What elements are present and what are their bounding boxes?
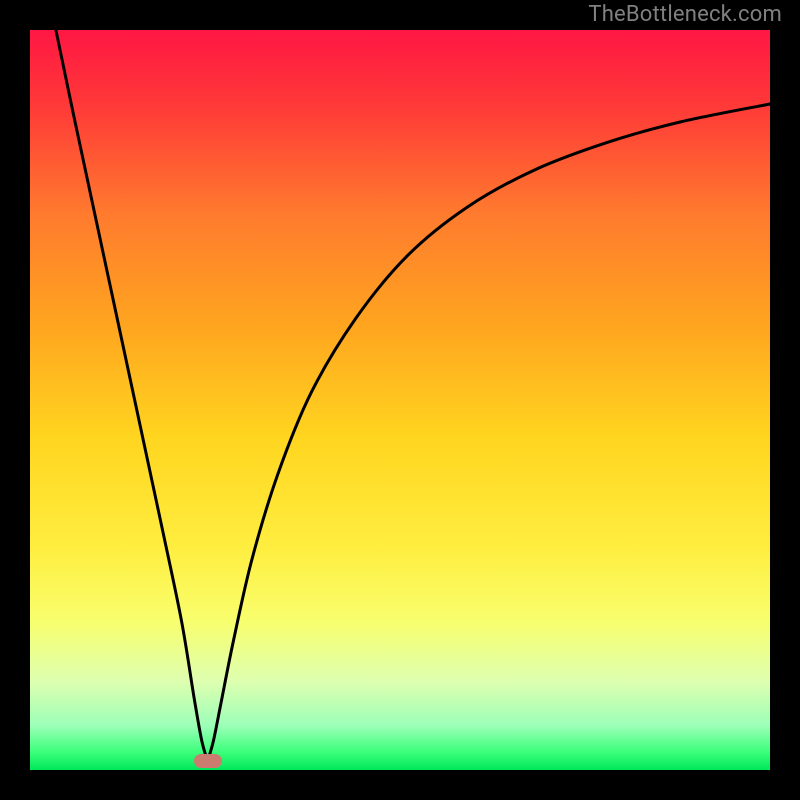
optimal-point-marker xyxy=(194,754,222,768)
bottleneck-curve xyxy=(30,30,770,770)
watermark-text: TheBottleneck.com xyxy=(588,2,782,27)
plot-area xyxy=(30,30,770,770)
chart-frame: TheBottleneck.com xyxy=(0,0,800,800)
